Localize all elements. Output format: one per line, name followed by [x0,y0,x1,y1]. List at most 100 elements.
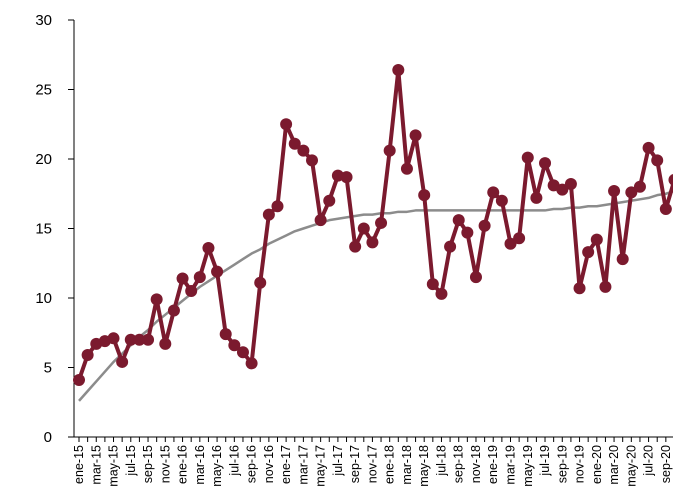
data-point [73,374,85,387]
x-tick-label: may-17 [314,445,328,487]
data-point [504,237,517,250]
data-point [625,186,638,199]
data-point [306,154,319,167]
data-point [314,214,327,227]
x-tick-label: ene-18 [383,445,397,484]
data-point [452,214,465,227]
data-point [107,332,120,345]
y-tick-label: 0 [44,429,52,446]
x-tick-label: nov-15 [158,445,172,483]
data-point [323,194,336,207]
data-point [176,272,189,285]
data-point [590,233,603,246]
x-tick-label: mar-19 [504,445,518,485]
data-point [392,64,405,77]
data-point [124,333,137,346]
x-tick-label: ene-17 [279,445,293,484]
data-point [469,271,482,284]
y-tick-label: 10 [35,290,52,307]
x-tick-label: may-19 [521,445,535,487]
x-tick-label: mar-18 [400,445,414,485]
data-point [573,282,586,295]
y-tick-label: 25 [35,82,52,99]
x-tick-label: nov-17 [365,445,379,483]
data-point [426,278,439,291]
data-point [444,240,457,253]
x-tick-label: jul-20 [642,445,656,477]
x-tick-label: may-16 [210,445,224,487]
data-point [375,216,388,229]
data-point [254,276,267,289]
data-point [236,346,249,359]
data-point [211,265,224,278]
data-point [288,137,301,150]
data-point [133,333,146,346]
data-point [142,333,155,346]
x-tick-label: sep-15 [141,445,155,483]
data-point [400,162,413,175]
data-point [418,189,431,202]
data-point [81,348,94,361]
x-tick-label: nov-19 [573,445,587,483]
data-point [461,226,474,239]
data-point [409,129,422,142]
data-point [262,208,275,221]
x-tick-label: ene-19 [486,445,500,484]
data-point [297,144,310,157]
x-tick-label: mar-20 [607,445,621,485]
data-point [582,246,595,259]
data-point [116,355,129,368]
x-tick-label: may-20 [624,445,638,487]
data-point [185,285,198,298]
x-tick-label: may-15 [107,445,121,487]
data-line [77,68,673,381]
data-point [556,183,569,196]
data-point [616,253,629,266]
x-tick-label: mar-17 [296,445,310,485]
x-tick-label: nov-16 [262,445,276,483]
data-point [219,328,232,341]
y-tick-label: 15 [35,221,52,238]
data-point [633,180,646,193]
data-point [435,287,448,300]
y-tick-label: 30 [35,12,52,29]
data-point [668,174,673,186]
data-point [357,222,370,235]
x-tick-label: may-18 [417,445,431,487]
x-tick-label: ene-16 [176,445,190,484]
x-tick-label: ene-20 [590,445,604,484]
data-point [495,194,508,207]
x-tick-label: jul-19 [538,445,552,477]
data-point [513,232,526,245]
data-point [599,280,612,293]
data-point [642,141,655,154]
data-point [659,203,672,216]
data-point [228,339,241,352]
y-tick-label: 20 [35,151,52,168]
data-point [651,154,664,167]
x-tick-label: sep-17 [348,445,362,483]
x-tick-label: sep-20 [659,445,673,483]
data-point [193,271,206,284]
data-point [349,240,362,253]
trend-line [78,190,673,402]
data-point [280,118,293,131]
x-tick-label: sep-18 [452,445,466,483]
data-point [271,200,284,213]
data-point [366,236,379,249]
data-point [150,293,163,306]
data-point [167,304,180,317]
data-point [202,241,215,254]
data-point [383,144,396,157]
data-point [487,186,500,199]
data-point [608,184,621,197]
x-tick-label: mar-15 [89,445,103,485]
x-tick-label: jul-15 [124,445,138,477]
x-tick-label: sep-16 [245,445,259,483]
data-point [530,191,543,204]
x-tick-label: ene-15 [72,445,86,484]
data-point [521,151,534,164]
x-tick-label: jul-17 [331,445,345,477]
